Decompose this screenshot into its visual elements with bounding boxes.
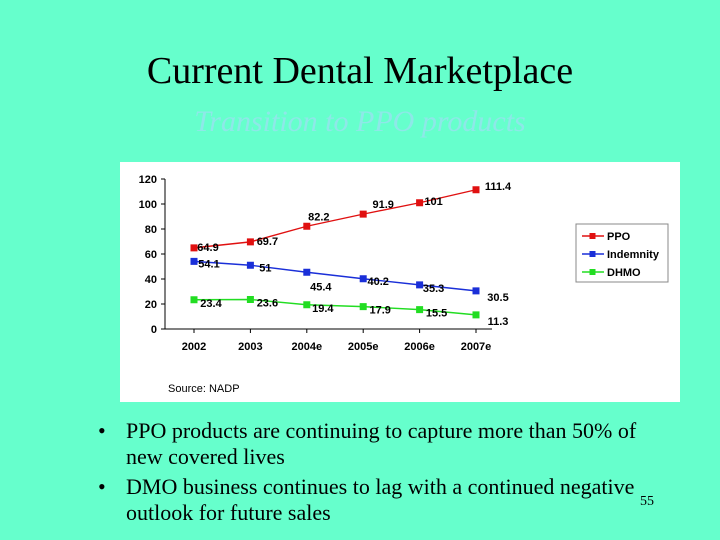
data-label: 54.1	[198, 258, 219, 270]
y-tick-label: 0	[151, 324, 157, 336]
series-dhmo: 23.4 23.6 19.4 17.9 15.5 11.3	[190, 296, 509, 328]
y-tick-label: 80	[145, 224, 157, 236]
data-label: 45.4	[310, 281, 332, 293]
data-label: 51	[259, 262, 271, 274]
legend-label: DHMO	[607, 267, 641, 279]
data-label: 19.4	[312, 303, 334, 315]
data-point	[472, 287, 480, 295]
data-label: 23.4	[200, 298, 222, 310]
data-point	[303, 222, 311, 230]
y-tick-label: 100	[139, 199, 157, 211]
legend-swatch-marker	[589, 251, 596, 257]
y-tick-label: 120	[139, 174, 157, 186]
data-label: 17.9	[369, 305, 390, 317]
bullet-text: DMO business continues to lag with a con…	[126, 474, 635, 525]
x-tick-label: 2004e	[292, 341, 323, 353]
x-tick-label: 2007e	[461, 341, 492, 353]
data-point	[359, 275, 367, 283]
x-tick-label: 2002	[182, 341, 206, 353]
x-tick-label: 2006e	[404, 341, 435, 353]
data-label: 69.7	[257, 236, 278, 248]
chart-source: Source: NADP	[168, 383, 240, 395]
data-point	[190, 296, 198, 304]
line-chart: 120 100 80 60 40 20 0 2002 2003 2004e 2005e 2006e 2…	[120, 162, 680, 402]
data-point	[359, 210, 367, 218]
bullet-icon: •	[98, 418, 106, 443]
data-point	[472, 186, 480, 194]
data-point	[190, 244, 198, 252]
data-label: 82.2	[308, 211, 329, 223]
data-point	[303, 268, 311, 276]
data-label: 40.2	[367, 276, 388, 288]
chart-legend: PPO Indemnity DHMO	[575, 223, 669, 283]
data-label: 23.6	[257, 298, 278, 310]
series-layer: 64.9 69.7 82.2 91.9 101 111.4 54.1 51 45.4 40.2 35…	[190, 181, 512, 328]
series-line	[193, 189, 477, 249]
bullet-icon: •	[98, 474, 106, 499]
data-point	[246, 296, 254, 303]
legend-label: PPO	[607, 231, 631, 243]
data-point	[416, 306, 424, 314]
x-tick-label: 2005e	[348, 341, 379, 353]
data-label: 64.9	[197, 242, 218, 254]
data-label: 101	[424, 196, 442, 208]
slide-title: Current Dental Marketplace	[146, 50, 574, 92]
y-tick-label: 40	[145, 274, 157, 286]
data-label: 111.4	[485, 181, 512, 193]
data-label: 11.3	[488, 316, 509, 328]
data-point	[472, 311, 480, 319]
data-label: 35.3	[423, 283, 444, 295]
data-point	[190, 257, 198, 265]
x-axis-ticks: 2002 2003 2004e 2005e 2006e 2007e	[182, 329, 492, 353]
data-label: 91.9	[372, 199, 393, 211]
bullet-item: • PPO products are continuing to capture…	[96, 418, 676, 470]
data-label: 30.5	[487, 292, 508, 304]
bullet-list: • PPO products are continuing to capture…	[96, 418, 676, 530]
legend-label: Indemnity	[607, 249, 660, 261]
x-tick-label: 2003	[238, 341, 262, 353]
series-indemnity: 54.1 51 45.4 40.2 35.3 30.5	[190, 257, 509, 304]
slide-subtitle: Transition to PPO products	[194, 105, 526, 138]
page-number: 55	[640, 494, 654, 509]
data-point	[416, 281, 424, 289]
data-label: 15.5	[426, 308, 447, 320]
bullet-item: • DMO business continues to lag with a c…	[96, 474, 676, 526]
y-tick-label: 60	[145, 249, 157, 261]
bullet-text: PPO products are continuing to capture m…	[126, 418, 637, 469]
y-axis-ticks: 120 100 80 60 40 20 0	[139, 174, 165, 336]
data-point	[303, 301, 311, 309]
y-tick-label: 20	[145, 299, 157, 311]
data-point	[416, 199, 424, 207]
series-line	[193, 298, 477, 316]
data-point	[246, 238, 254, 246]
series-ppo: 64.9 69.7 82.2 91.9 101 111.4	[190, 181, 512, 254]
series-line	[193, 260, 477, 292]
data-point	[359, 303, 367, 311]
legend-swatch-marker	[589, 269, 596, 275]
legend-swatch-marker	[589, 233, 596, 239]
data-point	[246, 261, 254, 269]
